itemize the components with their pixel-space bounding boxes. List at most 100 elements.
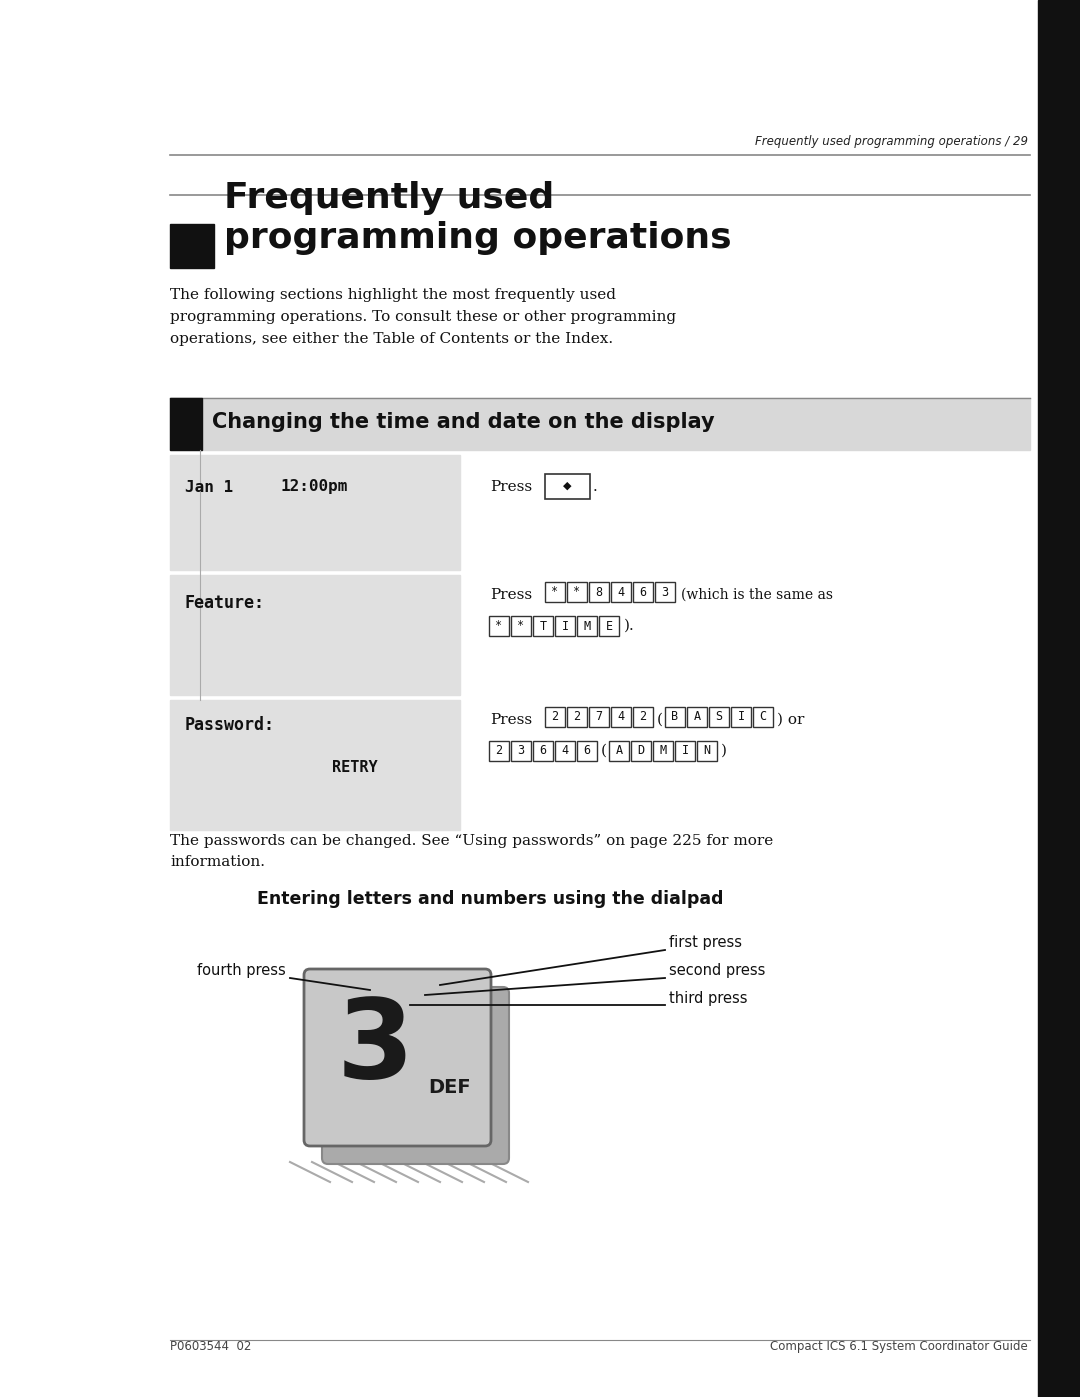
Text: 4: 4 (618, 585, 624, 598)
Text: *: * (552, 585, 558, 598)
Text: 2: 2 (552, 711, 558, 724)
FancyBboxPatch shape (567, 583, 588, 602)
Text: programming operations: programming operations (224, 221, 731, 256)
Text: I: I (562, 619, 568, 633)
Text: first press: first press (669, 936, 742, 950)
Text: Jan 1: Jan 1 (185, 479, 233, 495)
Text: ).: ). (624, 619, 635, 633)
FancyBboxPatch shape (589, 707, 609, 726)
Text: A: A (616, 745, 622, 757)
Text: Frequently used programming operations / 29: Frequently used programming operations /… (755, 136, 1028, 148)
Text: Changing the time and date on the display: Changing the time and date on the displa… (212, 412, 715, 432)
Text: I: I (738, 711, 744, 724)
Bar (170, 576, 460, 694)
FancyBboxPatch shape (589, 583, 609, 602)
Text: D: D (637, 745, 645, 757)
Text: 2: 2 (573, 711, 581, 724)
Text: Press: Press (490, 712, 532, 726)
Text: Entering letters and numbers using the dialpad: Entering letters and numbers using the d… (257, 890, 724, 908)
FancyBboxPatch shape (611, 707, 631, 726)
Text: E: E (606, 619, 612, 633)
Text: 4: 4 (618, 711, 624, 724)
FancyBboxPatch shape (687, 707, 707, 726)
FancyBboxPatch shape (675, 740, 696, 761)
Text: B: B (672, 711, 678, 724)
Text: (which is the same as: (which is the same as (681, 588, 833, 602)
Bar (170, 700, 460, 830)
Text: 6: 6 (539, 745, 546, 757)
Bar (170, 398, 202, 450)
FancyBboxPatch shape (731, 707, 751, 726)
FancyBboxPatch shape (633, 583, 653, 602)
FancyBboxPatch shape (544, 474, 590, 499)
Text: ◆: ◆ (563, 481, 571, 490)
FancyBboxPatch shape (708, 707, 729, 726)
Text: Password:: Password: (185, 717, 275, 733)
Text: 7: 7 (595, 711, 603, 724)
Text: 3: 3 (336, 995, 414, 1101)
Text: Press: Press (490, 588, 532, 602)
Text: 4: 4 (562, 745, 568, 757)
Text: M: M (583, 619, 591, 633)
FancyBboxPatch shape (534, 616, 553, 636)
FancyBboxPatch shape (611, 583, 631, 602)
Text: *: * (573, 585, 581, 598)
Text: (: ( (657, 712, 663, 726)
Text: third press: third press (669, 990, 747, 1006)
Text: The following sections highlight the most frequently used: The following sections highlight the mos… (170, 288, 616, 302)
Text: 6: 6 (639, 585, 647, 598)
Bar (1038, 0, 1080, 1397)
Text: *: * (496, 619, 502, 633)
Text: The passwords can be changed. See “Using passwords” on page 225 for more: The passwords can be changed. See “Using… (170, 834, 773, 848)
Text: RETRY: RETRY (333, 760, 378, 775)
Text: M: M (660, 745, 666, 757)
Text: operations, see either the Table of Contents or the Index.: operations, see either the Table of Cont… (170, 332, 613, 346)
FancyBboxPatch shape (577, 740, 597, 761)
Text: (: ( (600, 745, 607, 759)
Text: 2: 2 (639, 711, 647, 724)
Text: *: * (517, 619, 525, 633)
Text: fourth press: fourth press (198, 964, 286, 978)
Text: 6: 6 (583, 745, 591, 757)
Text: ) or: ) or (777, 712, 805, 726)
FancyBboxPatch shape (599, 616, 619, 636)
FancyBboxPatch shape (545, 707, 565, 726)
FancyBboxPatch shape (653, 740, 673, 761)
FancyBboxPatch shape (555, 740, 575, 761)
FancyBboxPatch shape (631, 740, 651, 761)
Text: 2: 2 (496, 745, 502, 757)
FancyBboxPatch shape (567, 707, 588, 726)
Text: C: C (759, 711, 767, 724)
Text: Compact ICS 6.1 System Coordinator Guide: Compact ICS 6.1 System Coordinator Guide (770, 1340, 1028, 1354)
FancyBboxPatch shape (534, 740, 553, 761)
Text: ): ) (721, 745, 727, 759)
Text: 8: 8 (595, 585, 603, 598)
FancyBboxPatch shape (654, 583, 675, 602)
Text: Feature:: Feature: (185, 594, 265, 612)
Text: 3: 3 (517, 745, 525, 757)
Text: DEF: DEF (428, 1078, 471, 1097)
Text: A: A (693, 711, 701, 724)
Bar (170, 455, 460, 570)
FancyBboxPatch shape (555, 616, 575, 636)
FancyBboxPatch shape (577, 616, 597, 636)
FancyBboxPatch shape (511, 740, 531, 761)
FancyBboxPatch shape (633, 707, 653, 726)
Text: second press: second press (669, 964, 766, 978)
Text: S: S (715, 711, 723, 724)
FancyBboxPatch shape (665, 707, 685, 726)
FancyBboxPatch shape (697, 740, 717, 761)
Text: 12:00pm: 12:00pm (280, 479, 348, 495)
FancyBboxPatch shape (303, 970, 491, 1146)
FancyBboxPatch shape (322, 988, 509, 1164)
FancyBboxPatch shape (489, 616, 509, 636)
Text: Press: Press (490, 481, 532, 495)
Text: T: T (539, 619, 546, 633)
FancyBboxPatch shape (511, 616, 531, 636)
Bar (170, 224, 214, 268)
Text: Frequently used: Frequently used (224, 182, 554, 215)
FancyBboxPatch shape (489, 740, 509, 761)
Text: information.: information. (170, 855, 265, 869)
Text: N: N (703, 745, 711, 757)
FancyBboxPatch shape (545, 583, 565, 602)
